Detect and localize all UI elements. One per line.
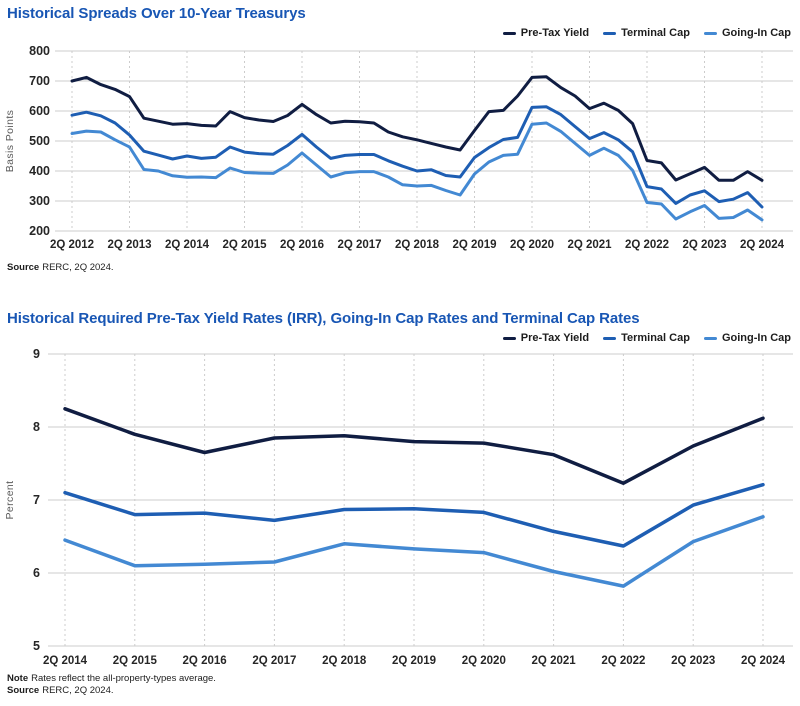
series-line-terminal-cap [70, 105, 764, 209]
x-tick-label: 2Q 2020 [462, 655, 506, 667]
x-tick-label: 2Q 2022 [601, 655, 645, 667]
y-tick-label: 6 [33, 566, 40, 580]
series-line-going-in-cap [70, 121, 764, 222]
spreads-chart-legend: Pre-Tax Yield Terminal Cap Going-In Cap [502, 27, 791, 39]
legend-label: Going-In Cap [721, 332, 791, 344]
x-tick-label: 2Q 2022 [625, 239, 669, 251]
x-tick-label: 2Q 2013 [107, 239, 151, 251]
spreads-chart-title: Historical Spreads Over 10-Year Treasury… [7, 5, 306, 22]
source-text: RERC, 2Q 2024. [42, 262, 114, 273]
y-tick-label: 800 [29, 44, 50, 58]
x-tick-label: 2Q 2012 [50, 239, 94, 251]
legend-label: Pre-Tax Yield [520, 27, 590, 39]
legend-swatch-icon [603, 336, 617, 340]
series-line-terminal-cap [63, 482, 765, 548]
y-tick-label: 7 [33, 493, 40, 507]
x-tick-label: 2Q 2017 [252, 655, 296, 667]
x-tick-label: 2Q 2015 [113, 655, 158, 667]
legend-swatch-icon [502, 31, 516, 35]
legend-label: Going-In Cap [721, 27, 791, 39]
rates-line-chart: 2Q 2014 2Q 2015 2Q 2016 2Q 2017 2Q 2018 2Q 20… [4, 347, 793, 667]
legend-swatch-icon [703, 336, 717, 340]
x-tick-label: 2Q 2020 [510, 239, 554, 251]
y-axis-label: Basis Points [4, 110, 16, 173]
y-tick-label: 200 [29, 224, 50, 238]
rates-chart-legend: Pre-Tax Yield Terminal Cap Going-In Cap [502, 332, 791, 344]
legend-label: Pre-Tax Yield [520, 332, 590, 344]
x-tick-label: 2Q 2023 [671, 655, 715, 667]
x-tick-label: 2Q 2017 [337, 239, 381, 251]
series-line-pre-tax-yield [63, 407, 765, 485]
x-tick-label: 2Q 2019 [452, 239, 496, 251]
x-tick-label: 2Q 2018 [322, 655, 367, 667]
x-tick-label: 2Q 2024 [740, 239, 785, 251]
legend-swatch-icon [603, 31, 617, 35]
legend-item-going-in-cap: Going-In Cap [703, 332, 791, 344]
legend-item-terminal-cap: Terminal Cap [603, 27, 690, 39]
x-tick-label: 2Q 2019 [392, 655, 436, 667]
y-tick-label: 8 [33, 420, 40, 434]
legend-item-going-in-cap: Going-In Cap [703, 27, 791, 39]
series-line-pre-tax-yield [70, 75, 764, 182]
note-text: Rates reflect the all-property-types ave… [31, 673, 216, 684]
x-tick-label: 2Q 2018 [395, 239, 440, 251]
x-tick-label: 2Q 2015 [222, 239, 267, 251]
y-tick-label: 9 [33, 347, 40, 361]
x-tick-label: 2Q 2016 [280, 239, 324, 251]
rates-chart-title: Historical Required Pre-Tax Yield Rates … [7, 310, 640, 327]
legend-label: Terminal Cap [621, 27, 690, 39]
y-axis-label: Percent [4, 481, 16, 520]
rates-note-line: Note Rates reflect the all-property-types… [7, 673, 216, 685]
legend-item-terminal-cap: Terminal Cap [603, 332, 690, 344]
y-tick-label: 5 [33, 639, 40, 653]
source-label: Source [7, 685, 40, 696]
y-tick-label: 700 [29, 74, 50, 88]
y-tick-label: 300 [29, 194, 50, 208]
x-tick-label: 2Q 2024 [741, 655, 786, 667]
x-tick-label: 2Q 2016 [183, 655, 227, 667]
spreads-source-line: Source RERC, 2Q 2024. [7, 262, 114, 274]
source-text: RERC, 2Q 2024. [42, 685, 114, 696]
note-label: Note [7, 673, 29, 684]
x-tick-label: 2Q 2023 [682, 239, 726, 251]
x-tick-label: 2Q 2014 [165, 239, 210, 251]
x-tick-label: 2Q 2021 [532, 655, 577, 667]
x-tick-label: 2Q 2014 [43, 655, 88, 667]
legend-item-pre-tax-yield: Pre-Tax Yield [502, 27, 590, 39]
legend-label: Terminal Cap [621, 332, 690, 344]
spreads-line-chart: 2Q 2012 2Q 2013 2Q 2014 2Q 2015 2Q 2016 2Q 20… [4, 44, 793, 251]
legend-swatch-icon [703, 31, 717, 35]
y-tick-label: 400 [29, 164, 50, 178]
legend-item-pre-tax-yield: Pre-Tax Yield [502, 332, 590, 344]
series-line-going-in-cap [63, 515, 765, 588]
legend-swatch-icon [502, 336, 516, 340]
y-tick-label: 500 [29, 134, 50, 148]
source-label: Source [7, 262, 40, 273]
rates-source-line: Source RERC, 2Q 2024. [7, 685, 114, 697]
y-tick-label: 600 [29, 104, 50, 118]
x-tick-label: 2Q 2021 [567, 239, 612, 251]
